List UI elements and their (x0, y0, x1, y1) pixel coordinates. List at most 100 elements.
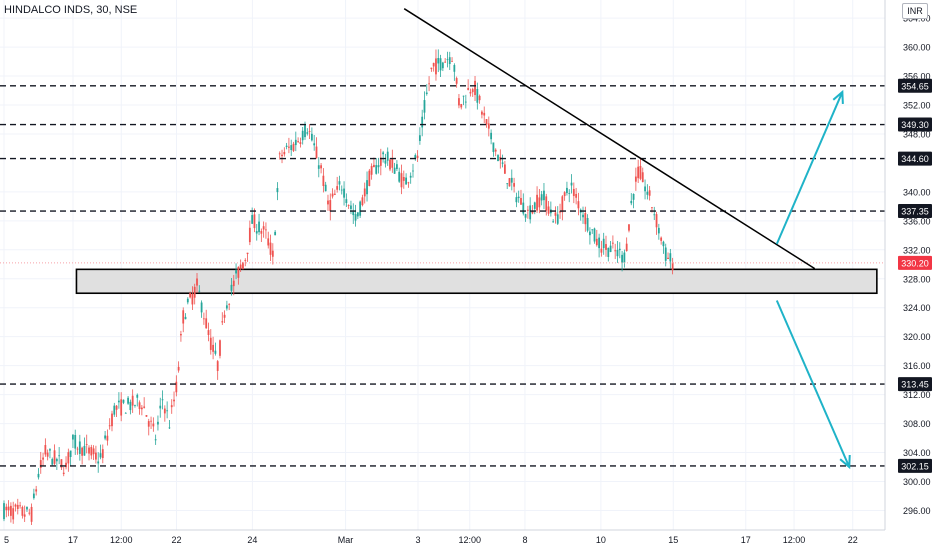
candle-body (306, 132, 309, 134)
candle-body (265, 229, 267, 231)
candle-body (232, 280, 235, 287)
y-tick-label: 312.00 (903, 390, 931, 400)
candle-body (582, 214, 584, 218)
candle-body (304, 124, 306, 138)
candle-body (536, 194, 538, 211)
candle-body (239, 264, 242, 269)
level-price-label: 354.65 (901, 81, 929, 91)
candle-body (72, 434, 74, 440)
candle-body (196, 278, 198, 286)
candle-body (350, 205, 352, 210)
candle-body (237, 266, 240, 278)
candle-body (180, 334, 182, 336)
candle-body (219, 340, 221, 356)
y-tick-label: 324.00 (903, 303, 931, 313)
candle-body (361, 197, 364, 206)
y-tick-label: 296.00 (903, 506, 931, 516)
candle-body (184, 316, 187, 320)
candle-body (494, 149, 497, 152)
candle-body (214, 350, 217, 354)
candle-body (26, 506, 28, 510)
candle-body (655, 214, 658, 228)
candle-body (14, 504, 17, 507)
candle-body (97, 461, 100, 464)
candle-body (230, 284, 233, 291)
breakout-up-arrow (775, 91, 844, 245)
candle-body (113, 405, 116, 415)
candle-body (490, 132, 493, 140)
candle-body (347, 205, 350, 206)
drawing-lines (403, 8, 851, 470)
candle-body (428, 83, 430, 85)
y-tick-label: 340.00 (903, 187, 931, 197)
candle-body (379, 157, 382, 166)
candle-body (92, 448, 95, 455)
candle-body (209, 337, 212, 350)
candle-body (423, 100, 426, 113)
candle-body (322, 175, 325, 187)
x-tick-label: 17 (741, 535, 751, 545)
candle-body (225, 305, 228, 309)
candle-body (166, 410, 169, 412)
candle-body (644, 186, 646, 192)
candle-body (338, 181, 341, 185)
candle-body (628, 224, 630, 231)
candle-body (671, 262, 674, 271)
candle-body (182, 310, 185, 324)
candle-body (543, 190, 545, 201)
candle-body (46, 452, 49, 457)
level-price-tag (898, 117, 932, 132)
candle-body (170, 405, 173, 408)
candle-body (288, 146, 290, 148)
candle-body (503, 164, 506, 174)
time-axis-background (0, 530, 932, 550)
y-tick-label: 352.00 (903, 100, 931, 110)
candle-body (281, 154, 283, 157)
candle-body (607, 247, 610, 257)
candle-body (32, 493, 35, 499)
candle-body (623, 252, 626, 263)
candle-body (145, 415, 148, 417)
candle-body (271, 250, 274, 257)
candle-body (244, 260, 247, 261)
candle-body (595, 238, 598, 246)
candle-body (508, 178, 511, 187)
candle-body (538, 197, 541, 208)
candle-body (377, 165, 380, 168)
candle-body (416, 155, 419, 159)
candle-body (258, 221, 260, 233)
candle-body (269, 242, 272, 255)
candle-body (448, 57, 451, 65)
candle-body (396, 164, 398, 170)
grid-lines (0, 0, 885, 530)
candle-body (630, 200, 633, 204)
candle-body (246, 252, 249, 255)
candle-body (373, 164, 375, 168)
candle-body (310, 133, 313, 141)
candle-body (21, 507, 24, 516)
x-tick-label: 17 (68, 535, 78, 545)
x-tick-label: 12:00 (110, 535, 133, 545)
candle-body (55, 458, 58, 462)
candle-body (487, 123, 490, 129)
candle-body (591, 229, 594, 231)
candle-body (462, 95, 465, 97)
currency-badge[interactable]: INR (902, 3, 928, 19)
candle-body (575, 193, 578, 198)
candle-body (517, 196, 520, 199)
candle-body (283, 151, 286, 155)
level-price-label: 337.35 (901, 207, 929, 217)
candle-body (138, 402, 141, 410)
breakdown-down-arrow (775, 300, 851, 468)
candle-body (150, 420, 152, 422)
candle-body (455, 78, 458, 84)
candle-body (441, 62, 444, 69)
candle-body (278, 153, 281, 155)
x-tick-label: 12:00 (458, 535, 481, 545)
candle-body (200, 302, 203, 313)
candle-body (352, 211, 355, 216)
level-price-label: 344.60 (901, 154, 929, 164)
x-tick-label: 8 (522, 535, 527, 545)
candle-body (458, 98, 460, 106)
